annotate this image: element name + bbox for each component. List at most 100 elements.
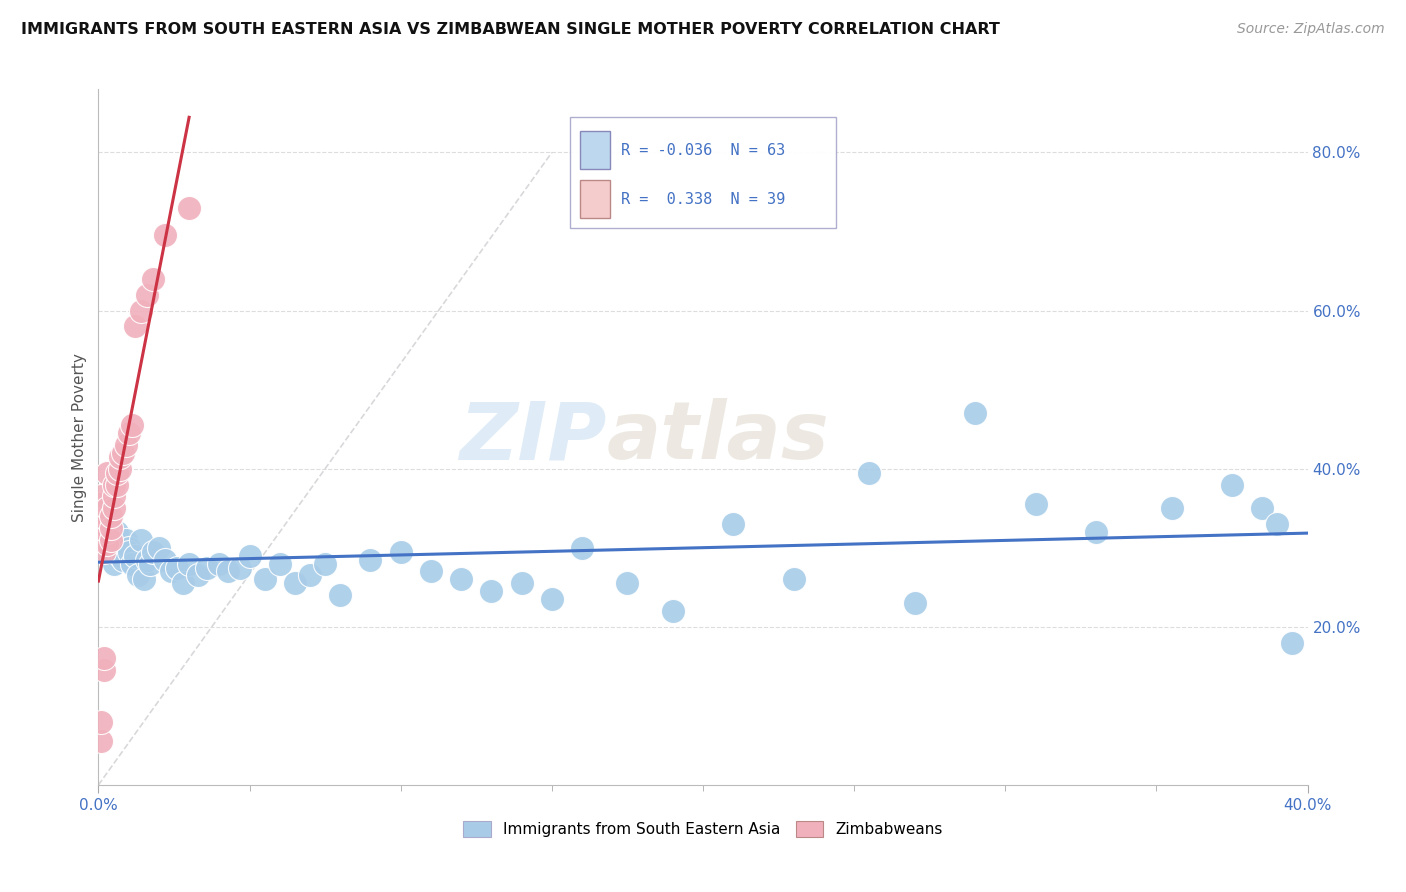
FancyBboxPatch shape [569,117,837,228]
Text: Source: ZipAtlas.com: Source: ZipAtlas.com [1237,22,1385,37]
Point [100,545,122,559]
Y-axis label: Single Mother Poverty: Single Mother Poverty [72,352,87,522]
Point [253,573,276,587]
Point [1024,497,1046,511]
Point [1267,516,1289,531]
Point [121,557,143,571]
Point [858,466,880,480]
Point [187,568,209,582]
Text: IMMIGRANTS FROM SOUTH EASTERN ASIA VS ZIMBABWEAN SINGLE MOTHER POVERTY CORRELATI: IMMIGRANTS FROM SOUTH EASTERN ASIA VS ZI… [21,22,1000,37]
Point [111,552,134,566]
Point [93,545,115,559]
Point [96,545,118,559]
Point [1281,635,1303,649]
Point [1251,501,1274,516]
Point [481,584,503,599]
Point [153,228,176,243]
Point [314,557,336,571]
Point [239,549,262,563]
Point [93,516,115,531]
Point [90,513,112,527]
FancyBboxPatch shape [579,179,610,218]
Point [103,489,125,503]
Point [510,576,533,591]
Point [229,560,252,574]
Point [208,557,231,571]
Point [135,287,157,301]
Point [103,533,125,547]
Text: ZIP: ZIP [458,398,606,476]
Point [450,573,472,587]
Point [179,201,201,215]
Text: atlas: atlas [606,398,830,476]
Point [103,477,125,491]
Point [96,513,118,527]
Point [90,497,112,511]
Point [111,446,134,460]
Point [661,604,683,618]
Point [100,521,122,535]
Point [121,418,143,433]
Point [105,524,128,539]
Point [103,501,125,516]
Legend: Immigrants from South Eastern Asia, Zimbabweans: Immigrants from South Eastern Asia, Zimb… [457,815,949,844]
Point [124,319,146,334]
Point [90,537,112,551]
Point [90,533,112,547]
Point [179,557,201,571]
Point [96,466,118,480]
Point [142,272,165,286]
Point [124,549,146,563]
Point [96,501,118,516]
Point [118,426,141,441]
Point [540,592,562,607]
Point [217,565,239,579]
Point [103,557,125,571]
Point [90,734,112,748]
Point [723,516,745,531]
Point [127,568,149,582]
Point [142,545,165,559]
Point [93,663,115,677]
Point [965,406,987,420]
Point [108,461,131,475]
Point [93,524,115,539]
Point [93,516,115,531]
Point [93,651,115,665]
Point [114,438,136,452]
Point [904,596,927,610]
Point [1220,477,1243,491]
Point [108,541,131,555]
Point [135,552,157,566]
Point [90,505,112,519]
Point [129,533,152,547]
Point [616,576,638,591]
Point [783,573,806,587]
Text: R =  0.338  N = 39: R = 0.338 N = 39 [621,192,785,207]
Point [195,560,218,574]
Point [96,524,118,539]
Point [148,541,170,555]
Point [93,529,115,543]
Point [105,466,128,480]
Point [160,565,183,579]
Point [90,521,112,535]
Point [139,557,162,571]
Point [284,576,307,591]
Point [132,573,155,587]
Point [105,477,128,491]
Point [166,560,188,574]
Point [571,541,593,555]
Point [269,557,291,571]
Point [389,545,412,559]
Point [153,552,176,566]
Point [118,545,141,559]
Point [108,450,131,464]
Point [114,533,136,547]
Point [100,533,122,547]
Point [329,588,352,602]
Text: R = -0.036  N = 63: R = -0.036 N = 63 [621,143,785,158]
Point [1160,501,1182,516]
Point [118,541,141,555]
Point [420,565,443,579]
